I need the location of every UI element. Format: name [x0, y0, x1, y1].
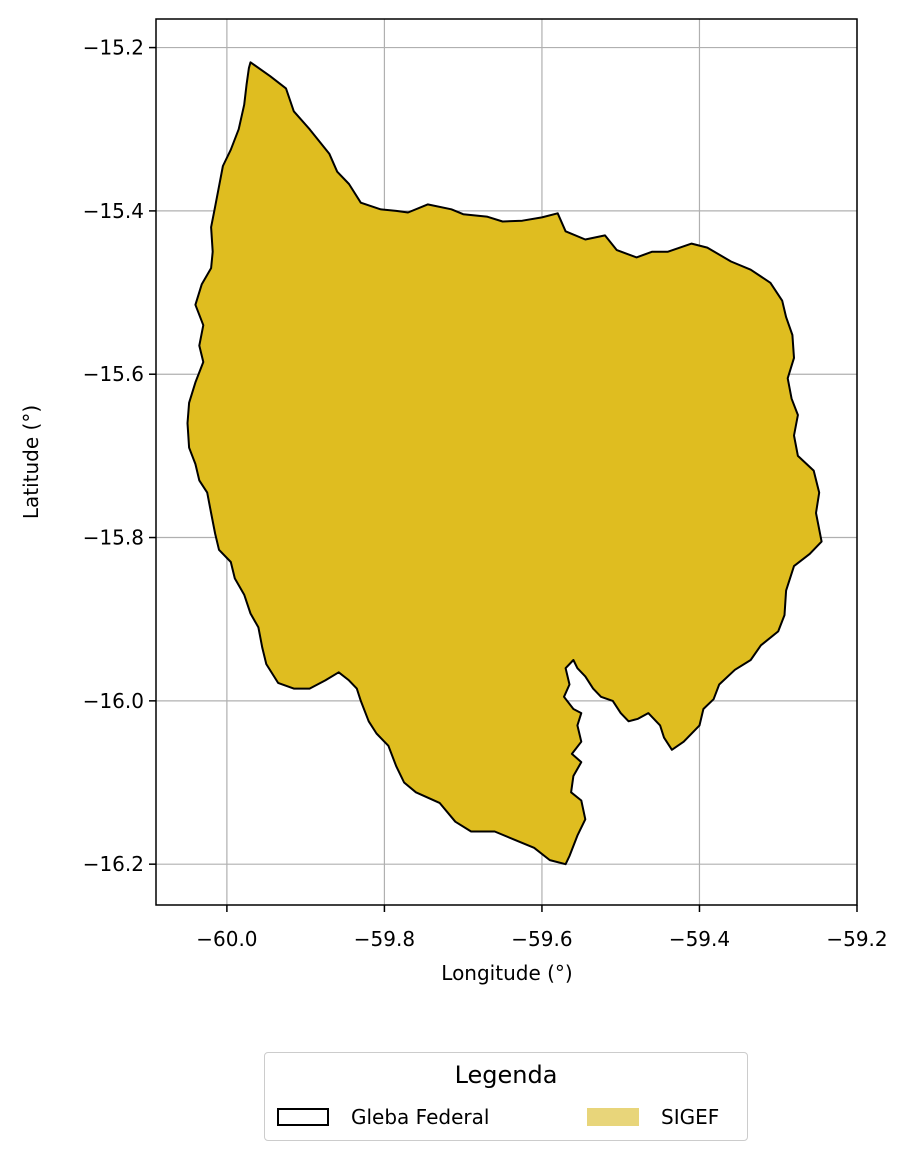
x-tick-label: −60.0 — [196, 927, 257, 951]
x-tick-label: −59.6 — [511, 927, 572, 951]
y-tick-label: −15.2 — [83, 36, 144, 60]
outline-swatch — [277, 1108, 329, 1126]
y-tick-label: −16.2 — [83, 852, 144, 876]
x-tick-label: −59.4 — [669, 927, 730, 951]
x-tick-label: −59.2 — [826, 927, 887, 951]
y-tick-label: −16.0 — [83, 689, 144, 713]
y-axis-label: Latitude (°) — [19, 405, 43, 519]
fill-swatch — [587, 1108, 639, 1126]
legend-item-gleba-federal: Gleba Federal — [277, 1105, 489, 1129]
x-tick-label: −59.8 — [354, 927, 415, 951]
legend-item-sigef: SIGEF — [587, 1105, 719, 1129]
legend-title: Legenda — [454, 1061, 558, 1089]
legend-label-sigef: SIGEF — [661, 1105, 720, 1129]
y-tick-label: −15.4 — [83, 199, 144, 223]
legend-box: Legenda Gleba Federal SIGEF — [264, 1052, 748, 1141]
x-axis-label: Longitude (°) — [441, 961, 572, 985]
x-axis-ticks: −60.0 −59.8 −59.6 −59.4 −59.2 — [196, 905, 888, 951]
map-figure: −60.0 −59.8 −59.6 −59.4 −59.2 −15.2−15.4−15.… — [19, 18, 888, 985]
legend-label-gleba-federal: Gleba Federal — [351, 1105, 490, 1129]
sigef-area — [187, 62, 822, 865]
gleba-federal-boundary — [186, 61, 823, 866]
y-tick-label: −15.6 — [83, 362, 144, 386]
y-tick-label: −15.8 — [83, 526, 144, 550]
y-axis-ticks: −15.2 −15.4 −15.6 −15.8 −16.0 −16.2 — [83, 36, 156, 876]
plot-frame — [155, 18, 858, 906]
